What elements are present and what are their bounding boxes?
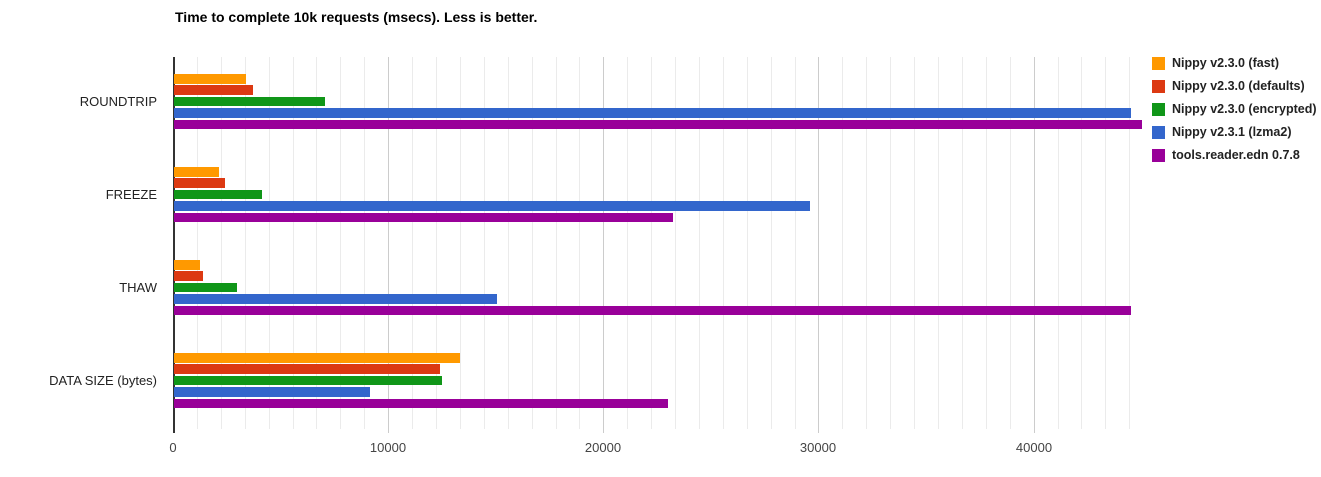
bar[interactable] <box>174 85 253 96</box>
bar[interactable] <box>174 398 668 409</box>
bar[interactable] <box>174 387 370 397</box>
legend-label: tools.reader.edn 0.7.8 <box>1172 148 1300 162</box>
bar[interactable] <box>174 364 440 375</box>
bar[interactable] <box>174 271 203 282</box>
minor-gridline <box>269 57 270 429</box>
legend-color-swatch <box>1152 103 1165 116</box>
legend-item: Nippy v2.3.0 (fast) <box>1152 57 1317 70</box>
category-label: FREEZE <box>105 187 157 202</box>
bar[interactable] <box>174 212 673 223</box>
minor-gridline <box>1010 57 1011 429</box>
minor-gridline <box>651 57 652 429</box>
x-axis-tick-label: 0 <box>169 440 177 455</box>
bar[interactable] <box>174 119 1142 130</box>
minor-gridline <box>508 57 509 429</box>
bar[interactable] <box>174 201 810 211</box>
minor-gridline <box>771 57 772 429</box>
minor-gridline <box>245 57 246 429</box>
legend-color-swatch <box>1152 80 1165 93</box>
minor-gridline <box>532 57 533 429</box>
minor-gridline <box>293 57 294 429</box>
bar[interactable] <box>174 178 225 189</box>
major-gridline <box>388 57 389 433</box>
legend-color-swatch <box>1152 57 1165 70</box>
bar[interactable] <box>174 167 219 177</box>
bar[interactable] <box>174 282 237 293</box>
legend-label: Nippy v2.3.0 (encrypted) <box>1172 102 1317 116</box>
legend-color-swatch <box>1152 149 1165 162</box>
legend-label: Nippy v2.3.0 (defaults) <box>1172 79 1305 93</box>
minor-gridline <box>723 57 724 429</box>
legend: Nippy v2.3.0 (fast) Nippy v2.3.0 (default… <box>1152 57 1317 172</box>
minor-gridline <box>316 57 317 429</box>
x-axis-tick-label: 40000 <box>1015 440 1053 455</box>
minor-gridline <box>579 57 580 429</box>
x-axis-tick-label: 30000 <box>799 440 837 455</box>
minor-gridline <box>890 57 891 429</box>
minor-gridline <box>1058 57 1059 429</box>
bar[interactable] <box>174 294 497 304</box>
bar[interactable] <box>174 74 246 84</box>
legend-label: Nippy v2.3.0 (fast) <box>1172 56 1279 70</box>
minor-gridline <box>412 57 413 429</box>
bar[interactable] <box>174 305 1131 316</box>
category-label: ROUNDTRIP <box>79 94 157 109</box>
category-label: DATA SIZE (bytes) <box>49 373 157 388</box>
minor-gridline <box>866 57 867 429</box>
minor-gridline <box>221 57 222 429</box>
legend-item: Nippy v2.3.1 (lzma2) <box>1152 126 1317 139</box>
major-gridline <box>1034 57 1035 433</box>
minor-gridline <box>1129 57 1130 429</box>
minor-gridline <box>197 57 198 429</box>
bar[interactable] <box>174 108 1131 118</box>
bar[interactable] <box>174 189 262 200</box>
bar[interactable] <box>174 375 442 386</box>
legend-item: Nippy v2.3.0 (defaults) <box>1152 80 1317 93</box>
x-axis-tick-label: 20000 <box>584 440 622 455</box>
bar[interactable] <box>174 96 325 107</box>
chart-title: Time to complete 10k requests (msecs). L… <box>175 9 538 25</box>
legend-item: tools.reader.edn 0.7.8 <box>1152 149 1317 162</box>
minor-gridline <box>364 57 365 429</box>
minor-gridline <box>484 57 485 429</box>
minor-gridline <box>842 57 843 429</box>
plot-area <box>173 57 1152 433</box>
minor-gridline <box>914 57 915 429</box>
minor-gridline <box>556 57 557 429</box>
legend-label: Nippy v2.3.1 (lzma2) <box>1172 125 1292 139</box>
minor-gridline <box>1081 57 1082 429</box>
minor-gridline <box>627 57 628 429</box>
minor-gridline <box>1105 57 1106 429</box>
minor-gridline <box>675 57 676 429</box>
minor-gridline <box>436 57 437 429</box>
minor-gridline <box>747 57 748 429</box>
major-gridline <box>603 57 604 433</box>
major-gridline <box>818 57 819 433</box>
minor-gridline <box>795 57 796 429</box>
legend-item: Nippy v2.3.0 (encrypted) <box>1152 103 1317 116</box>
minor-gridline <box>986 57 987 429</box>
minor-gridline <box>340 57 341 429</box>
minor-gridline <box>460 57 461 429</box>
y-axis-baseline <box>173 57 175 433</box>
bar[interactable] <box>174 353 460 363</box>
x-axis-tick-label: 10000 <box>369 440 407 455</box>
minor-gridline <box>938 57 939 429</box>
bar[interactable] <box>174 260 200 270</box>
minor-gridline <box>962 57 963 429</box>
legend-color-swatch <box>1152 126 1165 139</box>
category-label: THAW <box>119 280 157 295</box>
minor-gridline <box>699 57 700 429</box>
